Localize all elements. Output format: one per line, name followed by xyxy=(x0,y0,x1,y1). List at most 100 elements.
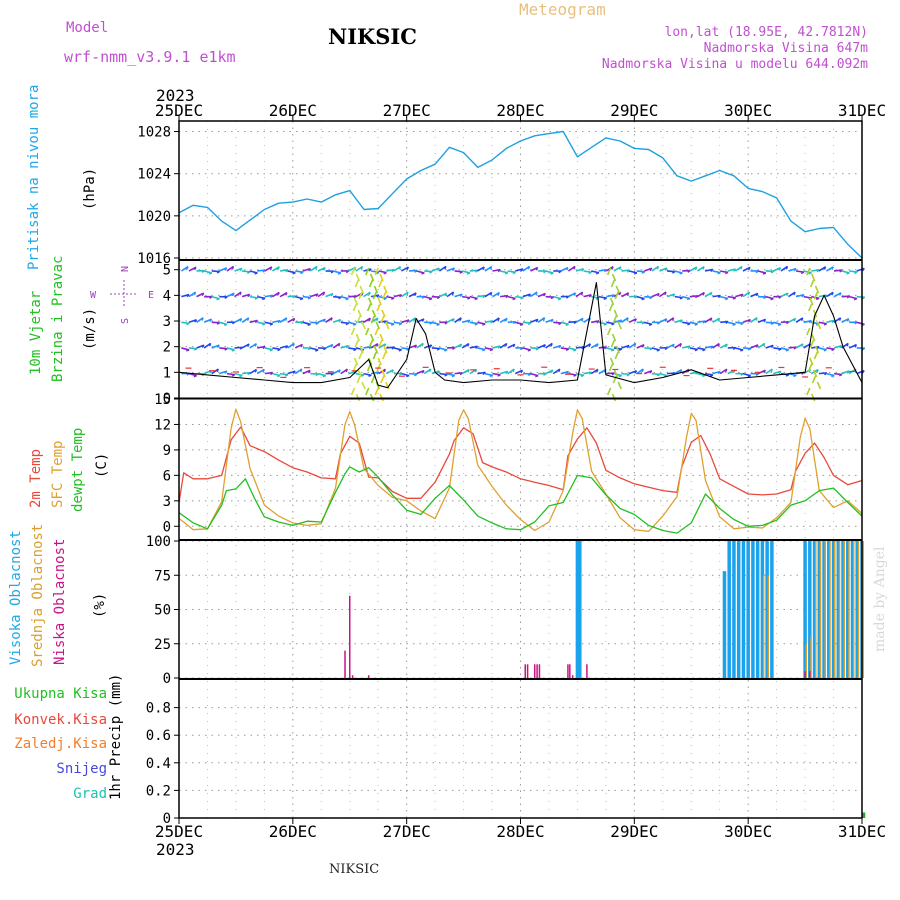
wind-arrow xyxy=(598,295,607,299)
wind-burst-arrow xyxy=(372,291,378,300)
wind-arrow-head xyxy=(527,349,531,352)
wind-arrow xyxy=(340,321,349,325)
wind-arrow xyxy=(757,270,767,274)
wind-arrow xyxy=(682,321,691,325)
wind-arrow-head xyxy=(254,297,258,300)
wind-arrow xyxy=(666,293,675,298)
wind-burst-arrow xyxy=(364,327,370,336)
wind-arrow xyxy=(613,266,622,272)
cloud-bar xyxy=(824,541,827,678)
wind-arrow xyxy=(568,347,577,351)
wind-arrow-head xyxy=(588,371,592,375)
wind-arrow xyxy=(644,370,653,375)
wind-arrow-head xyxy=(558,270,562,274)
wind-arrow xyxy=(416,369,425,375)
wind-arrow-head xyxy=(565,348,570,352)
wind-arrow-head xyxy=(626,373,630,377)
wind-arrow-head xyxy=(285,269,289,273)
wind-arrow xyxy=(492,372,501,376)
cloud-y-tick-label: 50 xyxy=(154,603,171,619)
wind-arrow xyxy=(712,370,721,375)
wind-arrow-head xyxy=(505,295,509,299)
wind-arrow xyxy=(264,294,273,298)
wind-arrow xyxy=(188,372,197,377)
wind-arrow-head xyxy=(679,319,683,323)
wind-arrow-head xyxy=(785,266,789,270)
wind-arrow xyxy=(780,347,789,351)
wind-arrow xyxy=(211,344,220,349)
grid-layer xyxy=(178,121,863,819)
wind-y-tick-label: 5 xyxy=(163,263,171,279)
wind-arrow-head xyxy=(702,348,706,352)
wind-arrow xyxy=(606,347,615,351)
wind-arrow xyxy=(203,270,213,274)
wind-arrow-head xyxy=(247,293,251,298)
wind-arrow-head xyxy=(717,317,721,322)
wind-arrow xyxy=(181,293,190,298)
wind-arrow-head xyxy=(337,272,342,275)
wind-arrow xyxy=(818,266,827,272)
wind-arrow xyxy=(689,266,698,272)
wind-arrow xyxy=(682,295,691,300)
wind-arrow-head xyxy=(694,323,698,326)
cloud-bar xyxy=(767,575,770,678)
wind-arrow xyxy=(499,342,508,349)
wind-arrow xyxy=(256,368,265,375)
wind-arrow xyxy=(272,291,280,298)
wind-arrow-head xyxy=(724,297,729,301)
wind-arrow-head xyxy=(315,349,319,352)
wind-arrow-head xyxy=(232,321,236,325)
wind-arrow xyxy=(454,372,463,375)
wind-arrow xyxy=(742,266,751,272)
wind-burst-arrow xyxy=(806,387,811,396)
wind-arrow xyxy=(477,321,486,325)
wind-arrow xyxy=(848,295,858,300)
wind-arrow xyxy=(636,344,645,349)
temp-y-tick-label: 6 xyxy=(163,468,171,484)
wind-arrow xyxy=(378,270,387,274)
bottom-year-label: 2023 xyxy=(156,840,195,859)
wind-burst-arrow xyxy=(358,291,363,300)
wind-arrow-head xyxy=(626,317,629,321)
cloud-bar xyxy=(812,541,817,678)
wind-arrow-head xyxy=(451,374,455,378)
wind-arrow xyxy=(560,347,569,350)
wind-arrow xyxy=(507,295,516,300)
wind-arrow-head xyxy=(239,374,243,378)
wind-arrow xyxy=(795,270,805,273)
wind-arrow-head xyxy=(778,267,782,271)
top-date-label: 30DEC xyxy=(724,101,772,120)
wind-arrow xyxy=(264,266,273,272)
wind-arrow xyxy=(317,291,325,298)
wind-arrow-head xyxy=(474,345,479,349)
wind-arrow xyxy=(818,294,827,298)
wind-arrow-head xyxy=(376,371,380,375)
wind-arrow-head xyxy=(504,343,508,347)
wind-arrow xyxy=(552,368,561,375)
wind-arrow xyxy=(606,372,615,375)
wind-arrow-head xyxy=(308,268,311,272)
cloud-bar xyxy=(843,541,845,678)
wind-arrow xyxy=(682,345,691,349)
wind-arrow-head xyxy=(270,372,274,376)
wind-arrow-head xyxy=(671,317,675,321)
wind-arrow xyxy=(401,266,409,272)
wind-arrow-head xyxy=(209,318,213,323)
wind-arrow xyxy=(386,268,395,272)
wind-arrow-head xyxy=(846,318,850,322)
wind-y-tick-label: 0 xyxy=(163,391,171,407)
wind-arrow xyxy=(370,270,380,274)
wind-arrow xyxy=(211,368,219,375)
wind-arrow-head xyxy=(512,271,516,275)
wind-arrow-head xyxy=(641,368,644,373)
wind-arrow xyxy=(530,372,539,377)
wind-arrow-head xyxy=(626,345,630,349)
wind-arrow xyxy=(621,317,629,323)
wind-arrow-head xyxy=(489,374,493,378)
wind-arrow-head xyxy=(717,343,720,347)
wind-arrow-head xyxy=(194,319,198,323)
pressure-y-tick-label: 1016 xyxy=(137,251,171,267)
wind-arrow xyxy=(317,372,326,377)
precip-bar xyxy=(862,812,866,818)
wind-arrow xyxy=(294,343,303,349)
